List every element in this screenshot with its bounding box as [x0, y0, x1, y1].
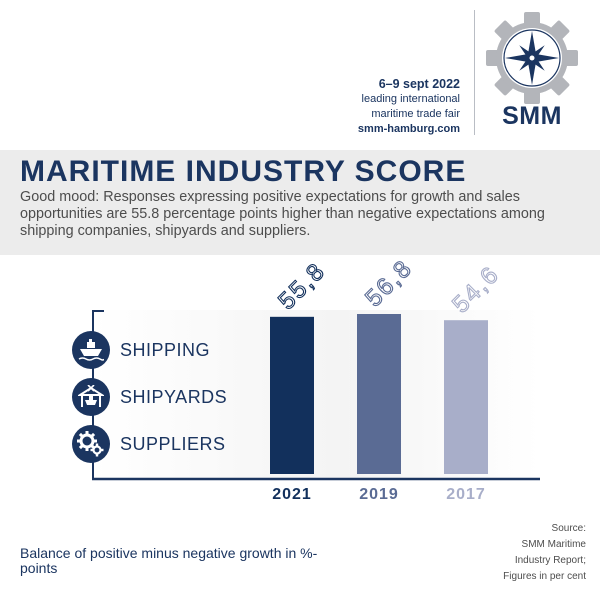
gears-icon	[72, 425, 110, 463]
bar-2021	[270, 316, 314, 474]
header-divider	[474, 10, 475, 135]
source-note: Source: SMM Maritime Industry Report; Fi…	[503, 521, 586, 585]
event-info: 6–9 sept 2022 leading international mari…	[358, 77, 460, 137]
legend-item-suppliers: SUPPLIERS	[72, 424, 226, 464]
bar-chart: 55,8 56,8 54,6	[92, 255, 540, 481]
subtitle: Good mood: Responses expressing positive…	[20, 189, 545, 239]
ship-icon	[72, 331, 110, 369]
source-line: Source:	[551, 523, 586, 534]
event-date: 6–9 sept 2022	[378, 77, 460, 91]
legend-item-shipyards: SHIPYARDS	[72, 377, 227, 417]
event-tagline-2: maritime trade fair	[371, 108, 460, 120]
shipyard-icon	[72, 378, 110, 416]
compass-gear-icon	[486, 12, 578, 104]
x-tick-2017: 2017	[446, 486, 486, 503]
event-tagline-1: leading international	[361, 93, 460, 105]
value-label-2021: 55,8	[273, 257, 331, 315]
smm-logo: SMM	[484, 12, 580, 130]
legend-label: SUPPLIERS	[120, 433, 226, 454]
legend-label: SHIPYARDS	[120, 386, 228, 407]
source-line: SMM Maritime	[521, 539, 586, 550]
x-tick-2019: 2019	[359, 486, 399, 503]
bar-2017	[444, 320, 488, 474]
logo-text: SMM	[502, 102, 562, 130]
x-tick-2021: 2021	[272, 486, 312, 503]
legend-item-shipping: SHIPPING	[72, 330, 210, 370]
value-label-2019: 56,8	[360, 255, 418, 312]
source-line: Figures in per cent	[503, 571, 586, 582]
event-url[interactable]: smm-hamburg.com	[357, 123, 460, 135]
legend-label: SHIPPING	[120, 339, 211, 360]
page-title: MARITIME INDUSTRY SCORE	[20, 155, 467, 188]
value-label-2017: 54,6	[447, 261, 505, 319]
bar-2019	[357, 314, 401, 474]
footnote: Balance of positive minus negative growt…	[20, 545, 318, 576]
title-band	[0, 150, 600, 255]
source-line: Industry Report;	[514, 555, 586, 566]
